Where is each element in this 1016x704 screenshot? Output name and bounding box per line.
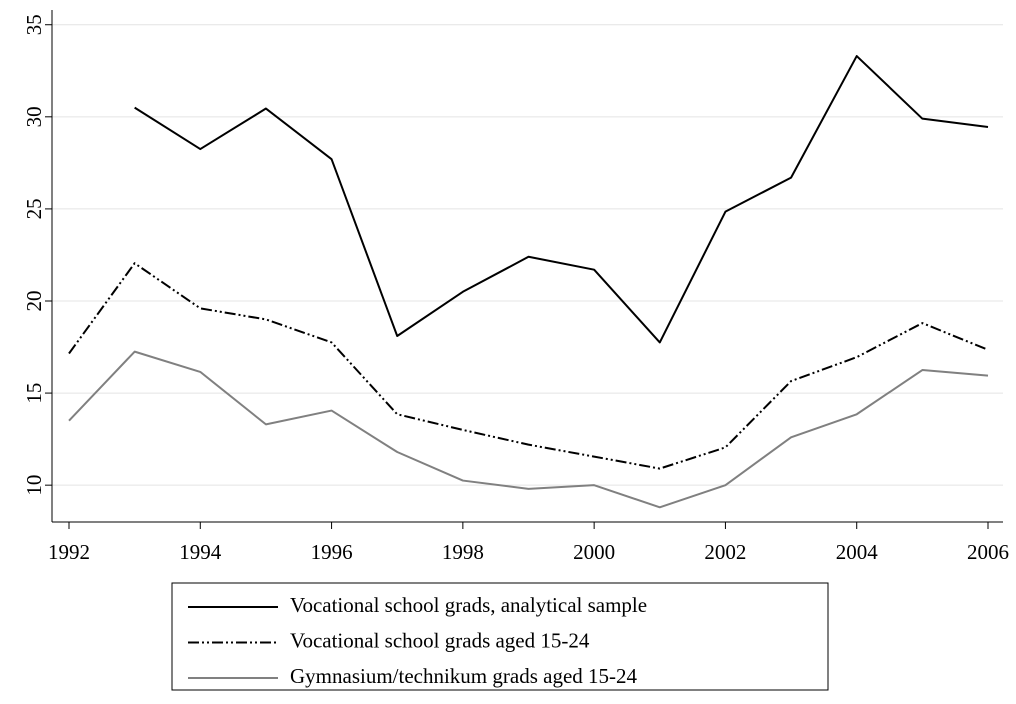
legend-label: Gymnasium/technikum grads aged 15-24	[290, 664, 638, 688]
x-tick-label: 1992	[48, 540, 90, 564]
x-tick-label: 2004	[836, 540, 879, 564]
line-series	[134, 55, 989, 344]
line-series	[68, 350, 989, 509]
legend-label: Vocational school grads aged 15-24	[290, 628, 590, 652]
x-tick-label: 2006	[967, 540, 1009, 564]
y-tick-label: 25	[22, 198, 46, 219]
x-tick-label: 1996	[311, 540, 353, 564]
y-tick-label: 20	[22, 290, 46, 311]
legend-label: Vocational school grads, analytical samp…	[290, 593, 647, 617]
y-tick-label: 35	[22, 14, 46, 35]
x-tick-label: 2000	[573, 540, 615, 564]
y-tick-label: 30	[22, 106, 46, 127]
y-tick-label: 10	[22, 475, 46, 496]
x-tick-label: 2002	[704, 540, 746, 564]
y-tick-label: 15	[22, 383, 46, 404]
line-series	[68, 262, 989, 470]
legend-box	[171, 582, 829, 691]
x-tick-label: 1998	[442, 540, 484, 564]
x-tick-label: 1994	[179, 540, 222, 564]
